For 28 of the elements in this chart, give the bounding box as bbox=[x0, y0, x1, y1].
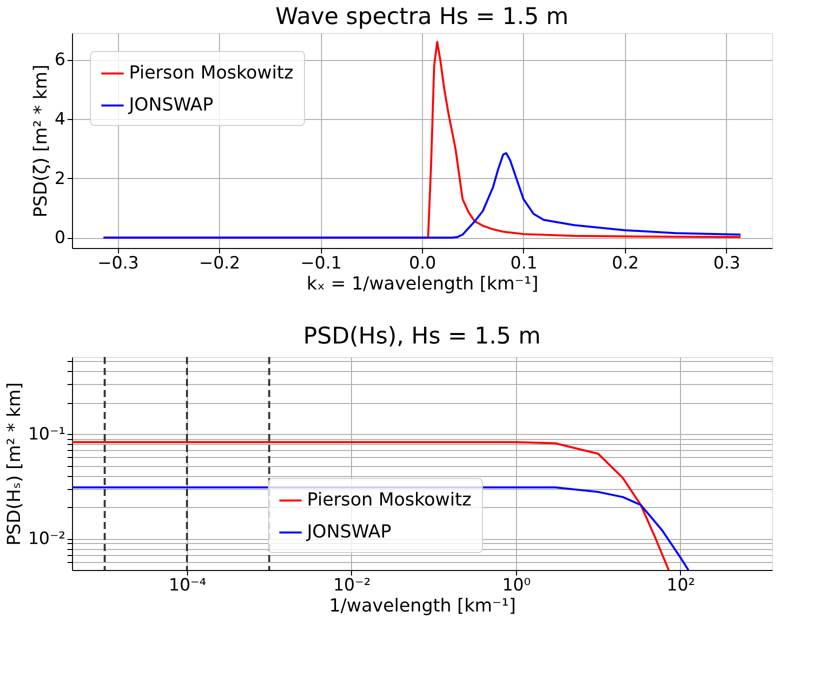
legend-label: JONSWAP bbox=[306, 522, 392, 542]
y-tick-label: 0 bbox=[54, 228, 66, 248]
y-tick-label: 2 bbox=[54, 168, 66, 189]
legend-label: JONSWAP bbox=[128, 94, 214, 116]
x-tick-label: 0.0 bbox=[408, 254, 436, 274]
x-tick-label: 0.3 bbox=[713, 254, 740, 274]
y-axis-title: PSD(Hₛ) [m² * km] bbox=[4, 382, 26, 546]
line-series bbox=[102, 152, 742, 239]
legend-label: Pierson Moskowitz bbox=[129, 62, 294, 84]
y-tick-label: 10⁻² bbox=[28, 529, 66, 550]
x-tick-label: −0.1 bbox=[300, 254, 342, 274]
x-tick-label: 10⁻⁴ bbox=[168, 576, 206, 596]
x-tick-label: −0.2 bbox=[198, 254, 240, 274]
x-tick-label: 0.2 bbox=[612, 254, 639, 274]
y-tick-label: 10⁻¹ bbox=[28, 424, 66, 445]
x-axis-title: 1/wavelength [km⁻¹] bbox=[329, 596, 516, 616]
y-axis-title: PSD(ζ) [m² * km] bbox=[30, 64, 52, 218]
chart-title: PSD(Hs), Hs = 1.5 m bbox=[303, 323, 541, 350]
y-tick-label: 4 bbox=[54, 110, 66, 130]
chart-title: Wave spectra Hs = 1.5 m bbox=[275, 4, 569, 30]
y-tick-label: 6 bbox=[54, 50, 66, 70]
x-tick-label: 10⁰ bbox=[502, 576, 531, 596]
legend-label: Pierson Moskowitz bbox=[307, 490, 472, 510]
x-axis-title: kₓ = 1/wavelength [km⁻¹] bbox=[306, 274, 538, 294]
x-tick-label: 10² bbox=[666, 576, 696, 596]
x-tick-label: −0.3 bbox=[98, 254, 139, 274]
x-tick-label: 10⁻² bbox=[333, 576, 371, 596]
x-tick-label: 0.1 bbox=[510, 254, 538, 274]
